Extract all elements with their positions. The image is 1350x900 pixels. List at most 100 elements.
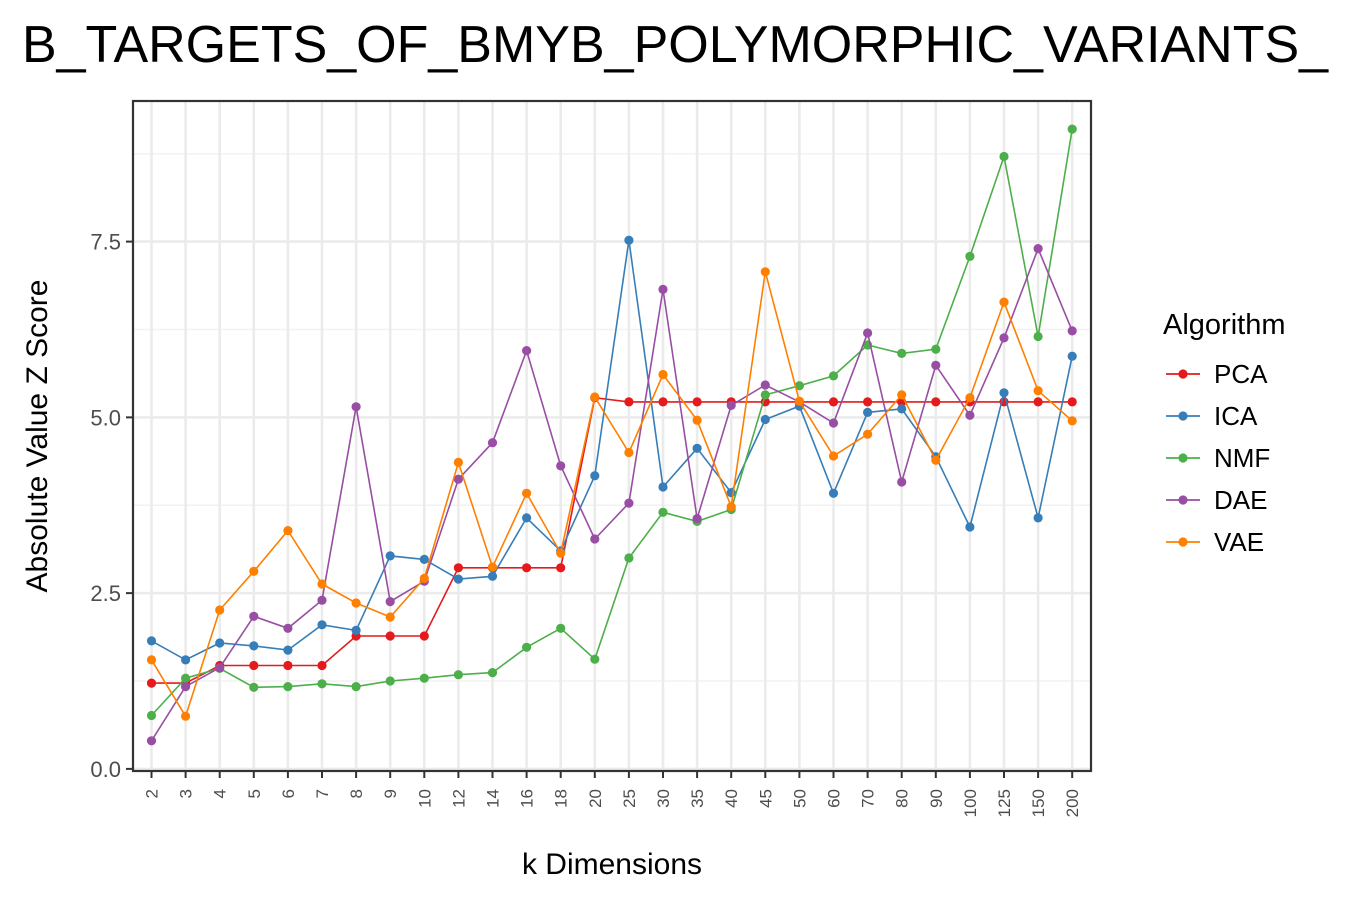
series-nmf <box>146 124 1077 721</box>
legend-label: NMF <box>1214 443 1270 473</box>
data-point <box>897 477 907 487</box>
x-tick-label: 9 <box>381 789 400 798</box>
data-point <box>692 415 702 425</box>
data-point <box>760 380 770 390</box>
data-point <box>453 670 463 680</box>
legend-key-point <box>1178 537 1188 547</box>
data-point <box>828 488 839 498</box>
data-point <box>1067 124 1077 134</box>
data-point <box>897 390 907 400</box>
data-point <box>385 551 395 561</box>
data-point <box>658 284 668 294</box>
data-point <box>351 598 361 608</box>
data-point <box>624 235 634 245</box>
data-point <box>999 151 1009 162</box>
data-point <box>181 711 191 721</box>
data-point <box>965 393 975 403</box>
data-point <box>556 461 566 471</box>
data-point <box>351 402 361 412</box>
x-tick-label: 12 <box>449 789 468 808</box>
data-point <box>453 574 463 584</box>
x-tick-label: 5 <box>245 789 264 798</box>
data-point <box>317 679 327 689</box>
data-point <box>931 344 941 354</box>
data-point <box>385 597 395 607</box>
data-point <box>317 579 327 589</box>
data-point <box>146 655 157 665</box>
data-point <box>419 554 429 565</box>
x-tick-label: 4 <box>211 789 230 798</box>
legend-item-ica: ICA <box>1166 401 1258 431</box>
data-point <box>931 360 941 370</box>
chart-title: B_TARGETS_OF_BMYB_POLYMORPHIC_VARIANTS_ <box>22 16 1329 74</box>
x-tick-label: 70 <box>859 789 878 808</box>
data-point <box>658 369 668 380</box>
data-point <box>760 414 770 425</box>
x-tick-label: 3 <box>177 789 196 798</box>
series-vae <box>146 267 1077 721</box>
x-tick-label: 20 <box>586 789 605 808</box>
data-point <box>760 390 770 400</box>
data-point <box>692 514 702 524</box>
data-point <box>1067 351 1077 361</box>
data-point <box>215 638 225 648</box>
x-tick-label: 40 <box>722 789 741 808</box>
data-point <box>658 507 668 517</box>
grid-minor <box>133 152 1091 682</box>
data-point <box>181 682 191 692</box>
data-point <box>556 563 566 573</box>
data-point <box>897 348 907 358</box>
data-point <box>283 660 293 671</box>
y-tick-label: 7.5 <box>90 230 121 255</box>
data-point <box>1033 331 1043 342</box>
series-line <box>150 271 1073 719</box>
series-line <box>150 246 1073 742</box>
data-point <box>419 573 429 584</box>
legend-item-vae: VAE <box>1166 527 1264 557</box>
x-tick-label: 16 <box>518 789 537 808</box>
data-point <box>351 682 361 692</box>
data-point <box>249 641 259 651</box>
series-line <box>150 128 1073 717</box>
data-point <box>522 488 532 498</box>
legend-label: PCA <box>1214 359 1268 389</box>
data-point <box>487 438 498 448</box>
data-point <box>419 673 429 683</box>
data-point <box>249 682 259 692</box>
x-tick-label: 45 <box>756 789 775 808</box>
data-point <box>249 611 259 621</box>
data-point <box>965 522 975 532</box>
data-point <box>146 636 157 646</box>
x-tick-label: 80 <box>893 789 912 808</box>
data-point <box>1067 416 1077 426</box>
data-point <box>590 471 600 481</box>
data-point <box>317 595 327 605</box>
data-point <box>897 404 907 414</box>
series-ica <box>146 235 1077 665</box>
data-point <box>624 447 634 458</box>
legend-title: Algorithm <box>1163 309 1286 341</box>
series-layer <box>146 124 1077 746</box>
x-tick-label: 30 <box>654 789 673 808</box>
data-point <box>999 297 1009 307</box>
legend-label: VAE <box>1214 527 1264 557</box>
data-point <box>828 397 839 407</box>
data-point <box>624 553 634 563</box>
legend-label: ICA <box>1214 401 1258 431</box>
data-point <box>453 474 463 484</box>
data-point <box>283 526 293 536</box>
data-point <box>726 502 736 512</box>
series-pca <box>146 393 1077 688</box>
data-point <box>931 455 941 465</box>
legend-item-nmf: NMF <box>1166 443 1270 473</box>
data-point <box>522 642 532 652</box>
data-point <box>794 381 805 391</box>
x-tick-label: 60 <box>825 789 844 808</box>
data-point <box>215 663 225 673</box>
y-axis: 0.0 2.5 5.0 7.5 <box>90 230 133 782</box>
data-point <box>828 451 839 461</box>
series-line <box>151 240 1073 661</box>
x-tick-label: 100 <box>961 789 980 817</box>
legend-key-point <box>1178 453 1188 463</box>
